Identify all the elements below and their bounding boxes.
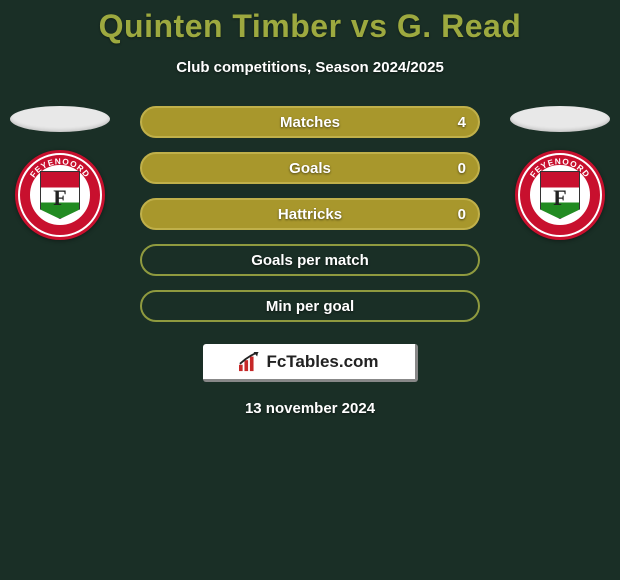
stat-label: Min per goal — [142, 298, 478, 315]
stat-label: Hattricks — [142, 206, 478, 223]
player-left-photo-placeholder — [10, 106, 110, 132]
club-badge-left-flag-icon — [40, 171, 80, 219]
player-right-slot: FEYENOORD ROTTERDAM — [510, 106, 610, 240]
stat-row: Min per goal — [140, 290, 480, 322]
club-badge-left: FEYENOORD ROTTERDAM — [15, 150, 105, 240]
stat-value-right: 0 — [458, 160, 466, 177]
season-subtitle: Club competitions, Season 2024/2025 — [0, 59, 620, 76]
stat-label: Matches — [142, 114, 478, 131]
player-right-photo-placeholder — [510, 106, 610, 132]
fctables-logo-icon — [238, 352, 260, 372]
stat-value-right: 0 — [458, 206, 466, 223]
branding-badge: FcTables.com — [203, 344, 418, 382]
stat-label: Goals — [142, 160, 478, 177]
stat-label: Goals per match — [142, 252, 478, 269]
stat-row: Hattricks0 — [140, 198, 480, 230]
stat-row: Matches4 — [140, 106, 480, 138]
branding-text: FcTables.com — [266, 352, 378, 372]
stat-value-right: 4 — [458, 114, 466, 131]
snapshot-date: 13 november 2024 — [0, 400, 620, 417]
comparison-area: FEYENOORD ROTTERDAM FEYENOORD ROTTERDAM — [0, 106, 620, 322]
stats-list: Matches4Goals0Hattricks0Goals per matchM… — [140, 106, 480, 322]
stat-row: Goals0 — [140, 152, 480, 184]
stat-row: Goals per match — [140, 244, 480, 276]
club-badge-right-flag-icon — [540, 171, 580, 219]
page-title: Quinten Timber vs G. Read — [0, 0, 620, 45]
player-left-slot: FEYENOORD ROTTERDAM — [10, 106, 110, 240]
club-badge-right: FEYENOORD ROTTERDAM — [515, 150, 605, 240]
